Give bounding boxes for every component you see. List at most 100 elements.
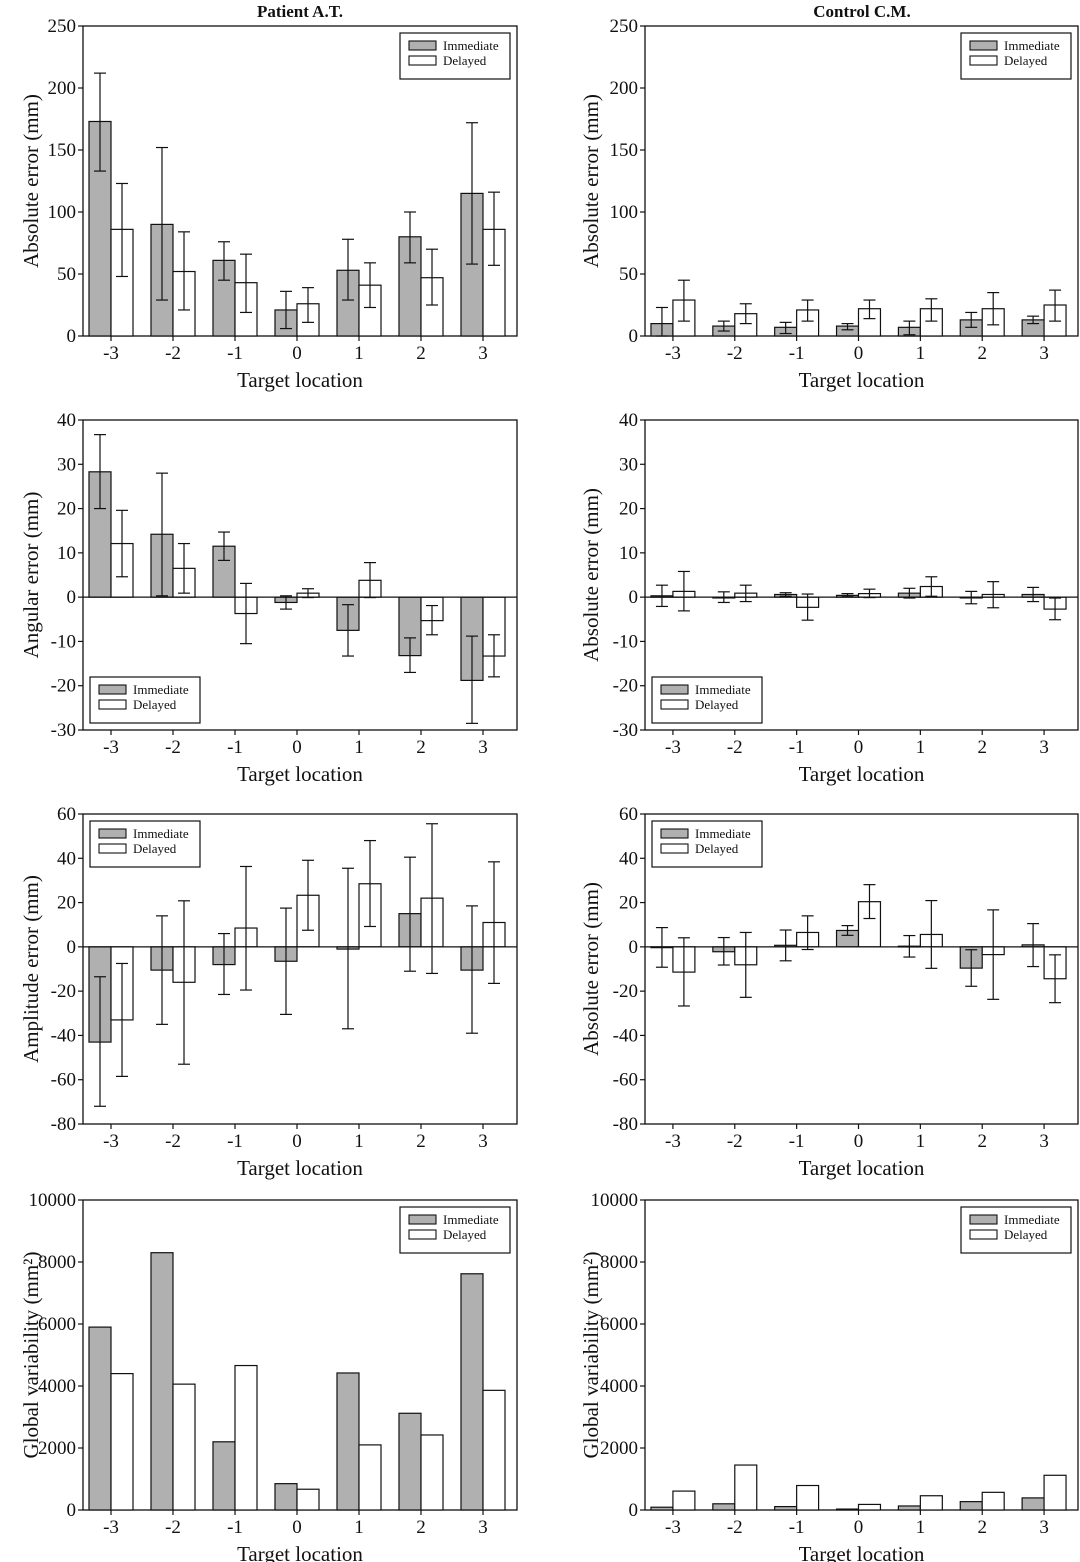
y-tick-label: 20 — [619, 499, 638, 520]
y-tick-label: 0 — [67, 587, 77, 608]
legend-swatch-immediate — [408, 1214, 437, 1225]
y-tick-label: 40 — [57, 848, 76, 869]
y-tick-label: 10000 — [29, 1190, 77, 1211]
legend-label-delayed: Delayed — [443, 1227, 487, 1242]
x-tick-label: -3 — [665, 1517, 681, 1538]
legend-label-immediate: Immediate — [1004, 1212, 1060, 1227]
y-tick-label: 30 — [619, 454, 638, 475]
bar-immediate-2 — [959, 1501, 983, 1511]
chart-control-global-variability: 0 2000 4000 6000 8000 10000 -3 -2 -1 0 1 2 3 Target l… — [579, 1190, 1079, 1562]
x-tick-label: 3 — [478, 1517, 488, 1538]
x-tick-label: -1 — [227, 1517, 243, 1538]
chart-patient-amplitude: -80 -60 -40 -20 0 20 40 60 -3 -2 -1 0 1 2 3 Target loca… — [19, 804, 518, 1180]
y-axis-label: Global variability (mm²) — [19, 1252, 43, 1459]
column-title-patient: Patient A.T. — [257, 2, 343, 21]
y-tick-label: 250 — [48, 16, 77, 37]
x-tick-label: 1 — [354, 1131, 364, 1152]
y-tick-label: 150 — [610, 140, 639, 161]
legend-swatch-delayed — [660, 843, 689, 854]
x-tick-label: 0 — [854, 1517, 864, 1538]
x-tick-label: 1 — [916, 737, 926, 758]
bar-immediate-3 — [460, 1273, 484, 1511]
x-tick-label: 1 — [354, 343, 364, 364]
legend-label-delayed: Delayed — [695, 697, 739, 712]
bar-immediate-1 — [336, 1372, 360, 1511]
x-tick-label: 2 — [416, 1131, 426, 1152]
y-tick-label: 0 — [67, 326, 77, 347]
legend-swatch-immediate — [660, 828, 689, 839]
bar-delayed-3 — [1043, 1474, 1067, 1511]
x-tick-label: 3 — [1039, 1131, 1049, 1152]
x-tick-label: -3 — [103, 1517, 119, 1538]
y-tick-label: 0 — [629, 326, 639, 347]
x-tick-label: -3 — [665, 737, 681, 758]
legend-swatch-delayed — [408, 55, 437, 66]
x-tick-label: 3 — [478, 1131, 488, 1152]
x-tick-label: 3 — [1039, 1517, 1049, 1538]
legend-swatch-delayed — [969, 1229, 998, 1240]
y-tick-label: -80 — [613, 1114, 638, 1135]
x-tick-label: 0 — [854, 737, 864, 758]
x-axis-label: Target location — [799, 368, 925, 392]
legend-swatch-immediate — [98, 684, 127, 695]
x-tick-label: 2 — [977, 1131, 987, 1152]
bar-delayed--2 — [172, 1383, 196, 1511]
bar-delayed--1 — [796, 1484, 820, 1511]
column-title-control: Control C.M. — [813, 2, 910, 21]
y-tick-label: 50 — [57, 264, 76, 285]
chart-control-absolute: 0 50 100 150 200 250 -3 -2 -1 0 1 2 3 Target location… — [579, 16, 1079, 392]
legend-label-immediate: Immediate — [443, 1212, 499, 1227]
y-tick-label: 250 — [610, 16, 639, 37]
y-tick-label: -20 — [613, 676, 638, 697]
y-tick-label: -80 — [51, 1114, 76, 1135]
y-tick-label: 2000 — [600, 1438, 638, 1459]
x-tick-label: 0 — [292, 1131, 302, 1152]
legend-swatch-delayed — [408, 1229, 437, 1240]
legend-swatch-delayed — [98, 699, 127, 710]
legend-swatch-delayed — [98, 843, 127, 854]
y-tick-label: 0 — [629, 587, 639, 608]
x-tick-label: 1 — [916, 343, 926, 364]
x-axis-label: Target location — [237, 762, 363, 786]
y-tick-label: 10 — [619, 543, 638, 564]
plot-frame — [644, 419, 1079, 731]
chart-patient-absolute: 0 50 100 150 200 250 -3 -2 -1 0 1 2 3 Target location… — [19, 16, 518, 392]
x-axis-label: Target location — [799, 1156, 925, 1180]
x-tick-label: -2 — [727, 737, 743, 758]
x-tick-label: -1 — [789, 1131, 805, 1152]
y-tick-label: 8000 — [600, 1252, 638, 1273]
bar-immediate--3 — [88, 1326, 112, 1511]
y-tick-label: 100 — [610, 202, 639, 223]
legend-label-immediate: Immediate — [1004, 38, 1060, 53]
x-tick-label: 3 — [1039, 343, 1049, 364]
x-tick-label: -3 — [665, 1131, 681, 1152]
legend-swatch-delayed — [660, 699, 689, 710]
x-axis-label: Target location — [799, 762, 925, 786]
legend-label-immediate: Immediate — [695, 826, 751, 841]
x-tick-label: -1 — [227, 343, 243, 364]
bar-immediate-0 — [835, 1508, 860, 1511]
bar-delayed-0 — [857, 1503, 882, 1511]
y-tick-label: 60 — [57, 804, 76, 825]
y-axis-label: Global variability (mm²) — [579, 1252, 603, 1459]
legend-swatch-immediate — [969, 1214, 998, 1225]
y-tick-label: 2000 — [38, 1438, 76, 1459]
bar-immediate--2 — [712, 1503, 736, 1511]
y-tick-label: 0 — [629, 1500, 639, 1521]
plot-frame — [644, 813, 1079, 1125]
x-axis-label: Target location — [237, 1156, 363, 1180]
y-tick-label: 10000 — [591, 1190, 639, 1211]
legend-label-immediate: Immediate — [133, 682, 189, 697]
x-tick-label: -3 — [103, 1131, 119, 1152]
legend-label-immediate: Immediate — [443, 38, 499, 53]
y-tick-label: 20 — [57, 893, 76, 914]
x-tick-label: 2 — [977, 737, 987, 758]
x-tick-label: 1 — [354, 737, 364, 758]
